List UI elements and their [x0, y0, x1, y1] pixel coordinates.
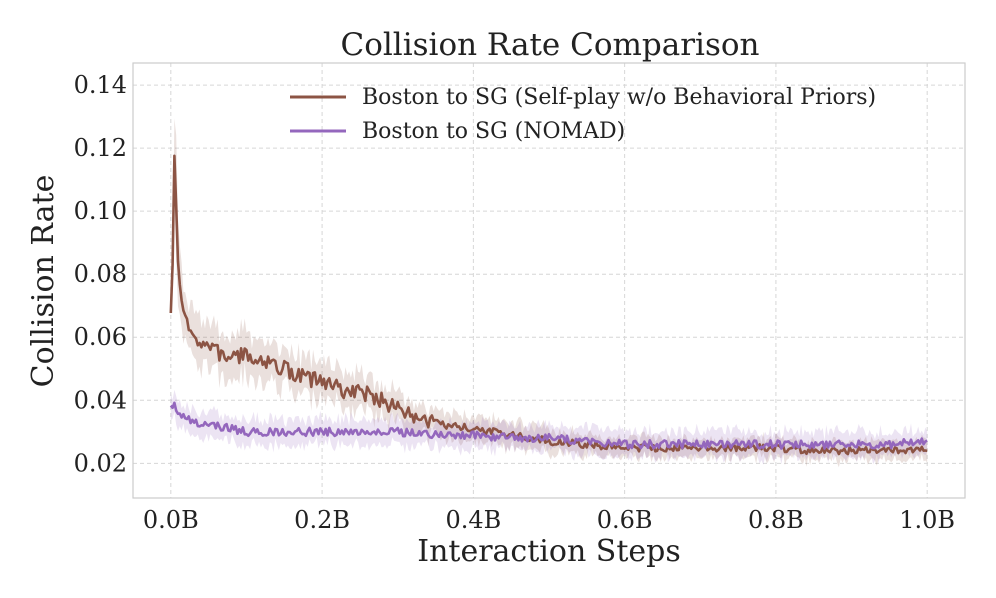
- y-tick-label: 0.06: [74, 323, 127, 351]
- chart-title: Collision Rate Comparison: [341, 27, 760, 63]
- line-layer: [169, 154, 928, 456]
- y-tick-label: 0.14: [74, 71, 127, 99]
- y-tick-label: 0.04: [74, 386, 127, 414]
- x-tick-labels: 0.0B 0.2B 0.4B 0.6B 0.8B 1.0B: [143, 506, 955, 534]
- legend-label-nomad: Boston to SG (NOMAD): [362, 119, 625, 144]
- x-tick-label: 0.6B: [597, 506, 653, 534]
- band-layer: [170, 118, 928, 468]
- legend: Boston to SG (Self-play w/o Behavioral P…: [290, 85, 876, 144]
- y-tick-label: 0.08: [74, 260, 127, 288]
- x-axis-label: Interaction Steps: [417, 534, 681, 569]
- series-band-0: [170, 118, 928, 468]
- series-line-1: [169, 401, 928, 450]
- plot-frame: [132, 62, 966, 499]
- x-tick-label: 1.0B: [899, 506, 955, 534]
- x-tick-label: 0.4B: [445, 506, 501, 534]
- x-tick-label: 0.0B: [143, 506, 199, 534]
- y-tick-label: 0.12: [74, 134, 127, 162]
- x-tick-label: 0.8B: [748, 506, 804, 534]
- legend-label-self-play: Boston to SG (Self-play w/o Behavioral P…: [362, 85, 876, 110]
- y-tick-labels: 0.02 0.04 0.06 0.08 0.10 0.12 0.14: [74, 71, 127, 477]
- x-tick-label: 0.2B: [294, 506, 350, 534]
- series-line-0: [169, 154, 928, 456]
- y-tick-label: 0.02: [74, 449, 127, 477]
- y-tick-label: 0.10: [74, 197, 127, 225]
- y-axis-label: Collision Rate: [26, 175, 61, 388]
